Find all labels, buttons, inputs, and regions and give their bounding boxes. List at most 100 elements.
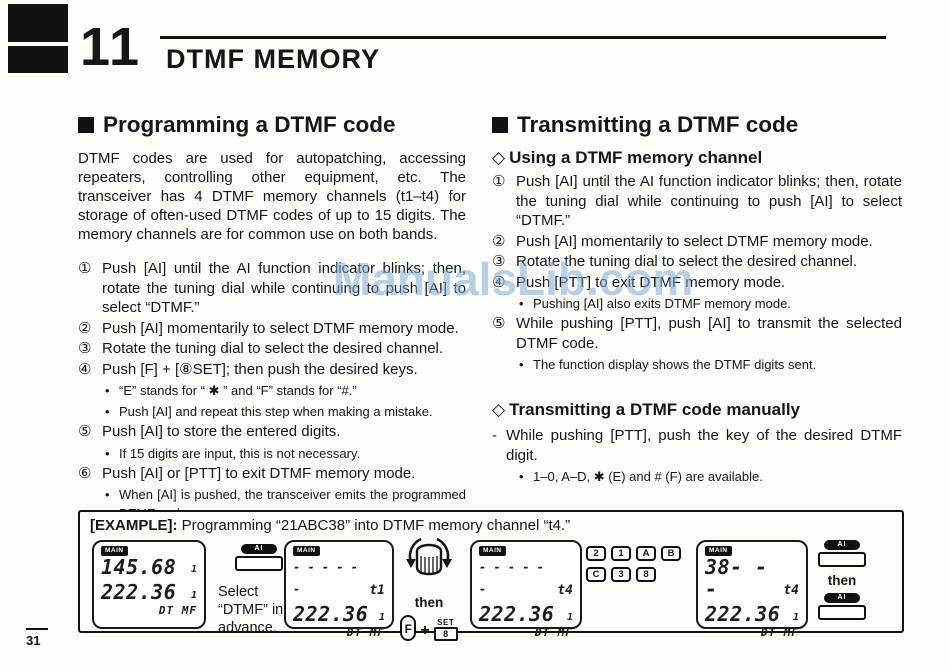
plus-sign: +	[420, 622, 430, 639]
ai-select-group: AI Select “DTMF” in advance.	[218, 544, 300, 637]
lcd-frequency: 222.36	[293, 601, 369, 626]
diamond-icon: ◇	[492, 148, 506, 167]
step-item: ① Push [AI] until the AI function indica…	[78, 259, 466, 318]
lcd-frequency: 222.36	[479, 601, 555, 626]
lcd-channel: t4	[557, 582, 573, 598]
section-heading-transmitting: Transmitting a DTMF code	[492, 112, 902, 138]
ai-button-label: AI	[824, 540, 860, 550]
subsection-text: Using a DTMF memory channel	[509, 148, 763, 167]
intro-paragraph: DTMF codes are used for autopatching, ac…	[78, 150, 466, 243]
bullet-text: Push [AI] and repeat this step when maki…	[119, 404, 433, 419]
select-dtmf-note: Select “DTMF” in advance.	[218, 584, 284, 636]
step-bullet: • Pushing [AI] also exits DTMF memory mo…	[519, 294, 902, 313]
step-text: Rotate the tuning dial to select the des…	[102, 340, 444, 357]
step-text: Push [AI] until the AI function indicato…	[102, 260, 466, 316]
step-text: Push [AI] momentarily to select DTMF mem…	[516, 232, 873, 250]
step-bullet: • Push [AI] and repeat this step when ma…	[105, 402, 466, 421]
dash-marker: -	[492, 427, 497, 444]
ai-button: AI	[218, 544, 300, 571]
page-number-rule	[26, 628, 48, 630]
subsection-text: Transmitting a DTMF code manually	[509, 400, 801, 419]
step-item: ③ Rotate the tuning dial to select the d…	[78, 339, 466, 359]
lcd-display-1: MAIN 145.68 1 222.36 1 DT MF	[92, 540, 206, 629]
lcd-mode: DT MF	[158, 603, 197, 617]
bullet-dot: •	[105, 487, 110, 502]
lcd-indicator: 1	[190, 589, 197, 601]
lcd-channel: t4	[783, 582, 799, 598]
lcd-display-2: MAIN - - - - - - t1 222.36 1 DT MF	[284, 540, 394, 639]
step-text: Push [AI] momentarily to select DTMF mem…	[102, 319, 459, 337]
left-column: Programming a DTMF code DTMF codes are u…	[78, 112, 466, 523]
bullet-text: “E” stands for “ ✱ ” and “F” stands for …	[119, 383, 357, 398]
lcd-frequency: 222.36	[705, 601, 781, 626]
step-text: Push [F] + [⑧SET]; then push the desired…	[102, 360, 418, 378]
lcd-indicator: 1	[378, 611, 385, 623]
ai-button-label: AI	[824, 593, 860, 603]
keypad-row-1: 2 1 A B	[586, 546, 694, 561]
diamond-icon: ◇	[492, 400, 506, 419]
key-1: 1	[611, 546, 631, 561]
lcd-mode: DT MF	[760, 625, 799, 639]
lcd-channel: t1	[369, 582, 385, 598]
key-c: C	[586, 567, 606, 582]
step-marker: ④	[78, 360, 92, 378]
step-item: ③ Rotate the tuning dial to select the d…	[492, 252, 902, 272]
tuning-dial-icon	[406, 537, 452, 576]
step-marker: ④	[492, 273, 506, 291]
lcd-row-top: 38- - - t4	[705, 556, 799, 600]
step-marker: ①	[78, 260, 92, 277]
step-text: Push [AI] to store the entered digits.	[102, 423, 341, 440]
lcd-row-mid: 222.36 1	[705, 603, 799, 625]
example-box: [EXAMPLE]: Programming “21ABC38” into DT…	[78, 510, 904, 641]
step-marker: ③	[78, 340, 92, 357]
step-marker: ②	[78, 319, 92, 337]
key-b: B	[661, 546, 681, 561]
bullet-text: The function display shows the DTMF digi…	[533, 357, 817, 372]
right-column: Transmitting a DTMF code ◇ Using a DTMF …	[492, 112, 902, 486]
step-text: Push [AI] until the AI function indicato…	[516, 173, 902, 229]
lcd-digits: - - - - - -	[479, 559, 545, 596]
lcd-mode: DT MF	[534, 625, 573, 639]
ai-button-label: AI	[241, 544, 277, 554]
step-item: ⑤ Push [AI] to store the entered digits.	[78, 422, 466, 442]
black-square-icon	[492, 117, 508, 133]
step-item: ① Push [AI] until the AI function indica…	[492, 172, 902, 231]
f-key: F	[400, 615, 417, 641]
bullet-dot: •	[105, 383, 110, 398]
black-square-icon	[78, 117, 94, 133]
step-item: ⑥ Push [AI] or [PTT] to exit DTMF memory…	[78, 464, 466, 484]
section-heading-programming: Programming a DTMF code	[78, 112, 466, 138]
lcd-row-mid: 222.36 1	[479, 603, 573, 625]
ai-button-key	[235, 556, 283, 571]
section-heading-text: Transmitting a DTMF code	[517, 112, 799, 137]
lcd-row-mid: 222.36 1	[293, 603, 385, 625]
bullet-dot: •	[105, 404, 110, 419]
set-label: SET	[437, 618, 455, 627]
keypad-row-2: C 3 8	[586, 567, 694, 582]
step-bullet: • The function display shows the DTMF di…	[519, 355, 902, 374]
step-marker: ①	[492, 173, 506, 190]
bullet-text: Pushing [AI] also exits DTMF memory mode…	[533, 296, 791, 311]
lcd-row-mid: 222.36 1	[101, 581, 197, 603]
lcd-row-top: - - - - - - t1	[293, 556, 385, 600]
step-marker: ⑥	[78, 464, 92, 482]
example-caption-text: Programming “21ABC38” into DTMF memory c…	[181, 517, 571, 534]
step-item: ② Push [AI] momentarily to select DTMF m…	[492, 232, 902, 252]
main-badge: MAIN	[101, 546, 128, 556]
step-text: Rotate the tuning dial to select the des…	[516, 253, 858, 270]
lcd-indicator: 1	[190, 563, 197, 575]
ai-button-key	[818, 605, 866, 620]
lcd-row-top: 145.68 1	[101, 556, 197, 578]
key-3: 3	[611, 567, 631, 582]
lcd-mode: DT MF	[346, 625, 385, 639]
step-text: Push [PTT] to exit DTMF memory mode.	[516, 273, 786, 291]
set-8-key: SET 8	[433, 618, 458, 641]
lcd-row-top: - - - - - - t4	[479, 556, 573, 600]
ai-button: AI	[817, 540, 867, 567]
bullet-dot: •	[519, 357, 524, 372]
then-label: then	[414, 595, 444, 610]
step-item: ④ Push [F] + [⑧SET]; then push the desir…	[78, 360, 466, 380]
page-number: 31	[26, 633, 41, 648]
section-heading-text: Programming a DTMF code	[103, 112, 396, 137]
lcd-display-3: MAIN - - - - - - t4 222.36 1 DT MF	[470, 540, 582, 639]
